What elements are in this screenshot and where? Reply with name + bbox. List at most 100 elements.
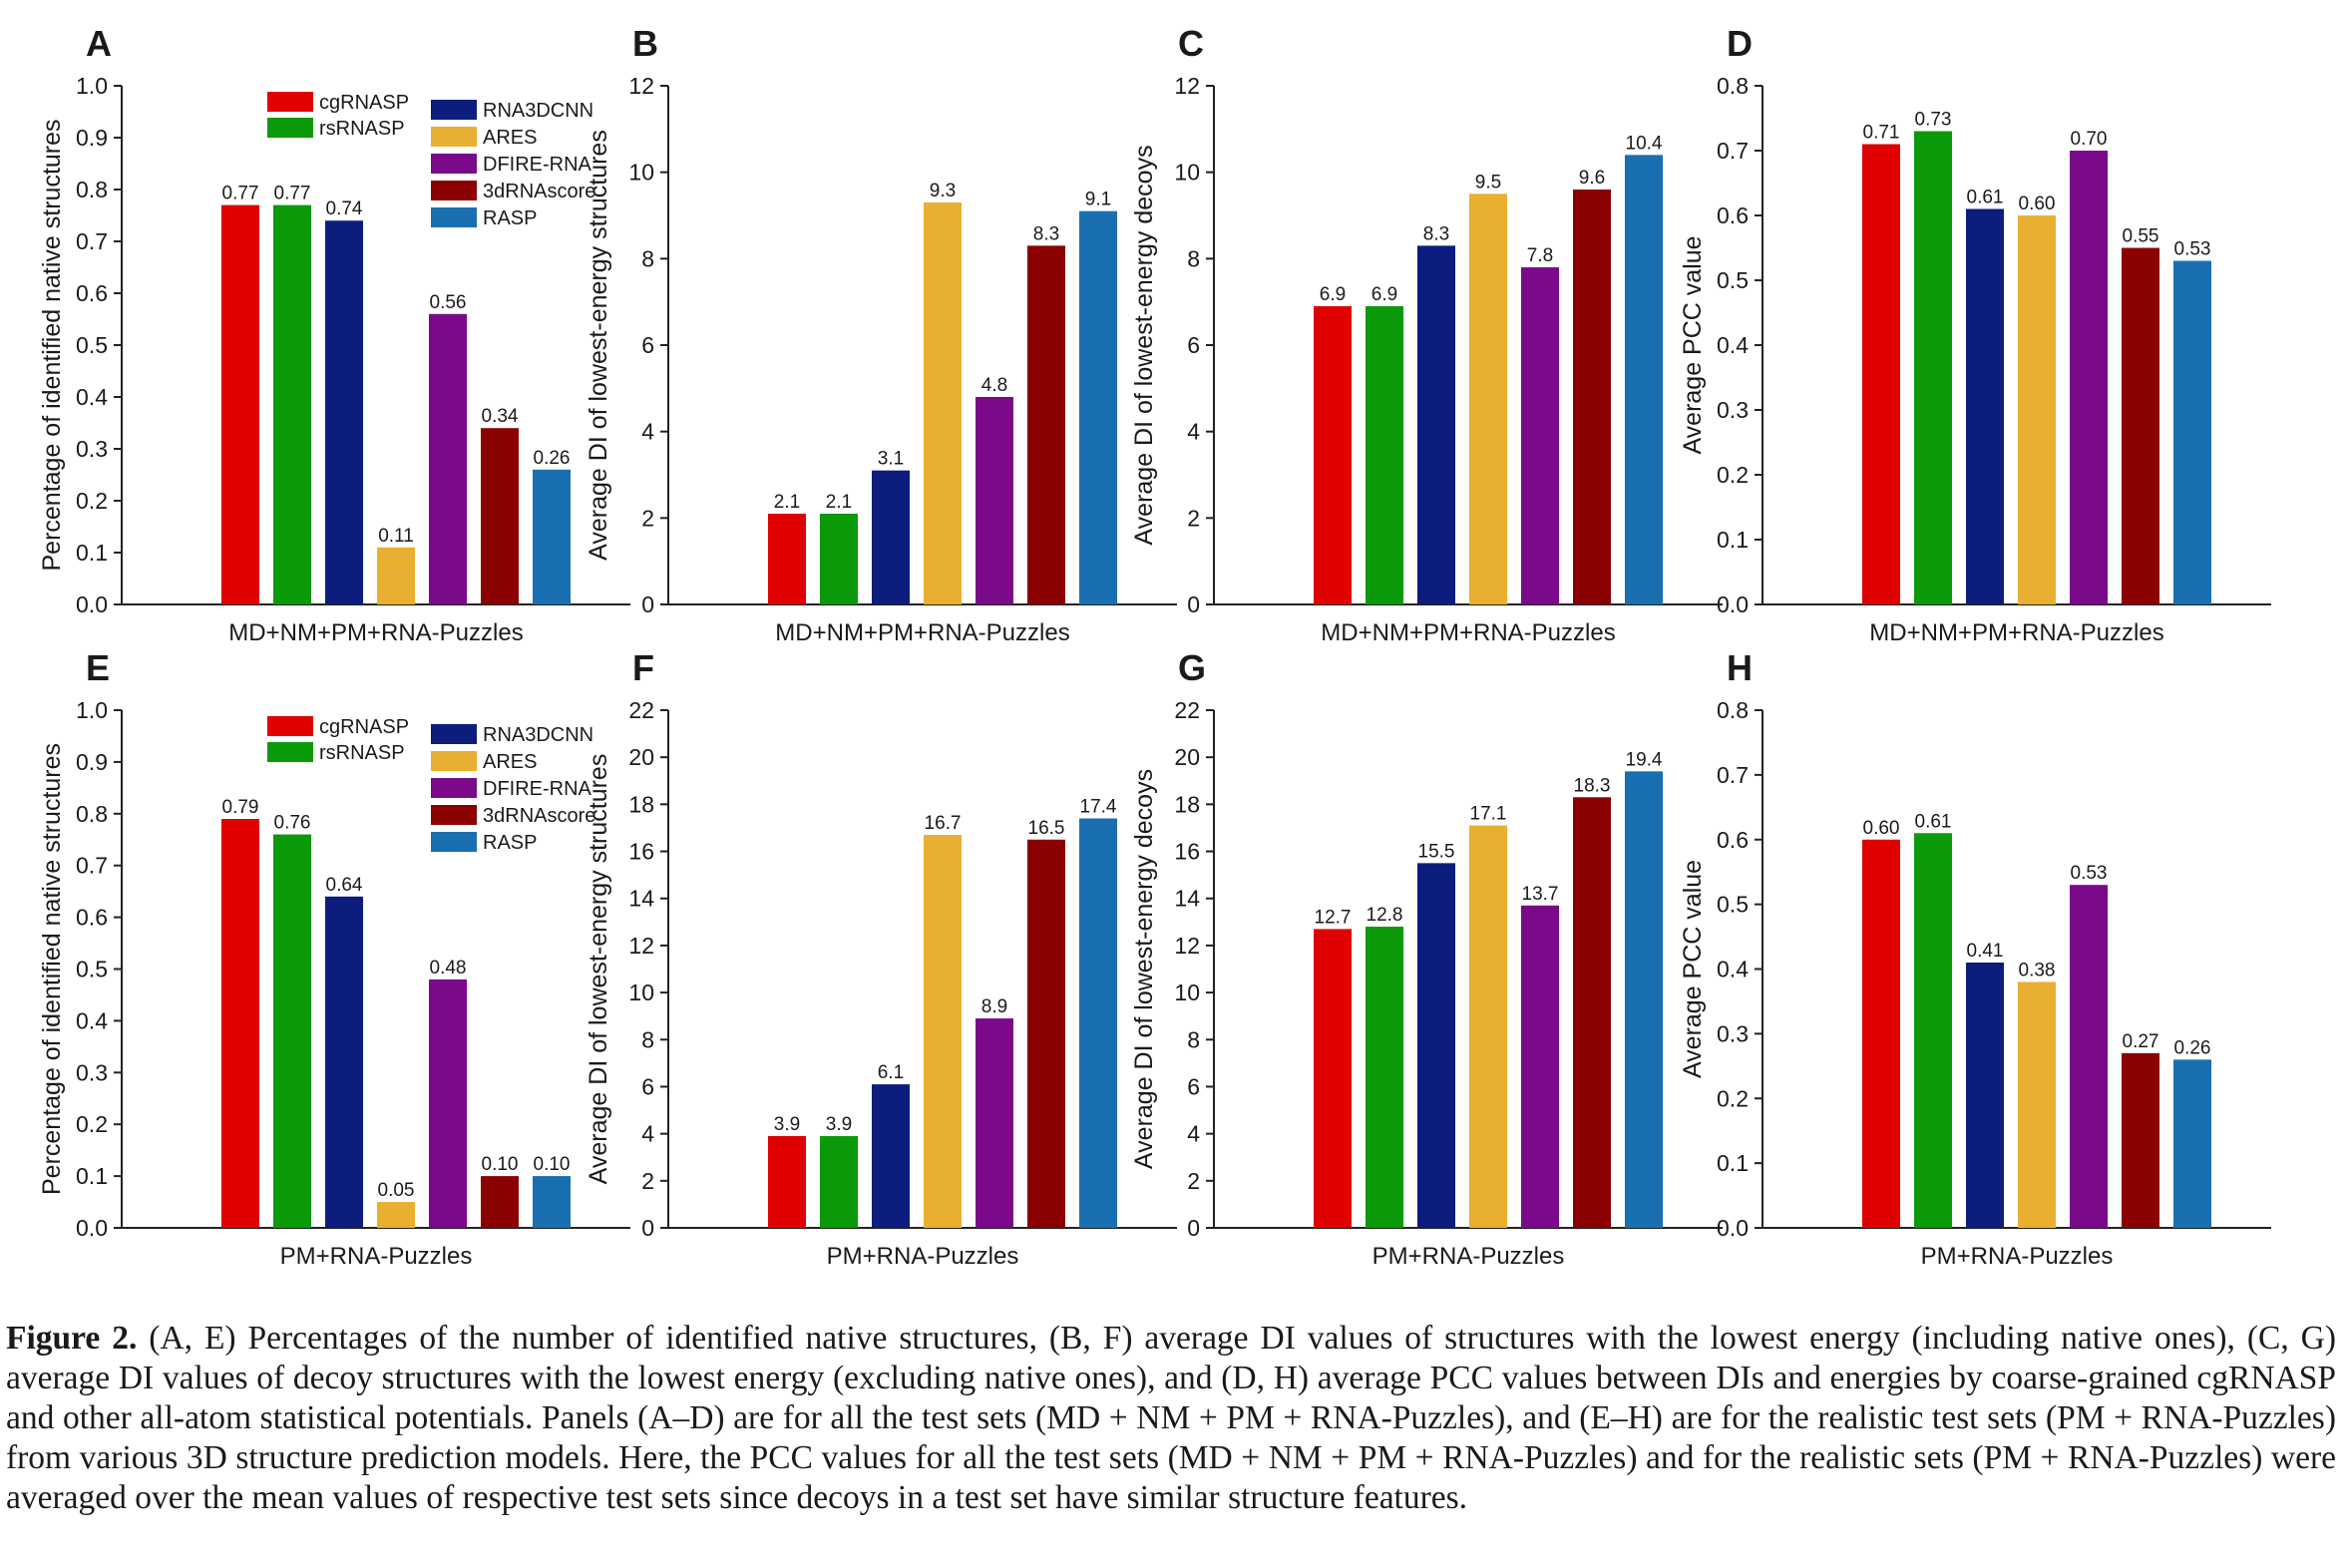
bar-rasp <box>533 469 571 604</box>
y-tick-label: 0.9 <box>76 749 108 775</box>
bar-value-label: 0.56 <box>430 292 467 313</box>
figure-panels: A 0.0 0.1 0.2 0.3 0.4 0.5 0.6 0.7 0.8 0.9 1.0 Percen… <box>38 23 2271 1270</box>
bar-cgrnasp <box>1314 929 1352 1228</box>
bar-value-label: 0.53 <box>2174 239 2211 260</box>
x-axis-label: PM+RNA-Puzzles <box>280 1243 473 1270</box>
bar-value-label: 19.4 <box>1626 749 1663 770</box>
panel-b: B 0 2 4 6 8 10 12 Average DI of lowest-energy st… <box>585 23 1177 646</box>
legend-label: rsRNASP <box>319 742 405 764</box>
bar-value-label: 0.53 <box>2071 863 2108 884</box>
panel-h: H 0.0 0.1 0.2 0.3 0.4 0.5 0.6 0.7 0.8 Average PCC … <box>1679 647 2271 1270</box>
bar-value-label: 0.79 <box>222 797 259 818</box>
bar-dfire-rna <box>1521 905 1559 1228</box>
y-tick-label: 10 <box>1174 980 1200 1005</box>
panel-letter: F <box>632 647 654 688</box>
y-tick-label: 6 <box>1187 332 1200 358</box>
bar-rasp <box>2173 260 2211 604</box>
y-tick-label: 0.0 <box>76 591 108 617</box>
bar-rasp <box>533 1176 571 1228</box>
bar-3drnascore <box>2122 1052 2159 1228</box>
legend: cgRNASP rsRNASP RNA3DCNN ARES DFIRE-RNA 3dRNA… <box>267 716 595 854</box>
bar-value-label: 0.60 <box>1863 818 1900 839</box>
bar-rasp <box>1625 771 1663 1228</box>
y-tick-label: 1.0 <box>76 697 108 723</box>
legend-swatch <box>431 778 477 798</box>
panel-letter: D <box>1727 23 1753 64</box>
y-tick-label: 8 <box>1187 1026 1200 1052</box>
y-tick-label: 10 <box>628 160 654 186</box>
bar-value-label: 10.4 <box>1626 133 1663 154</box>
bar-value-label: 0.60 <box>2019 194 2056 214</box>
bar-value-label: 0.10 <box>482 1154 519 1175</box>
bar-value-label: 8.3 <box>1423 223 1449 244</box>
bar-ares <box>2018 215 2056 604</box>
x-axis-label: MD+NM+PM+RNA-Puzzles <box>775 619 1069 646</box>
x-axis-label: MD+NM+PM+RNA-Puzzles <box>228 619 523 646</box>
bar-value-label: 0.76 <box>274 813 311 834</box>
y-tick-label: 14 <box>1174 886 1200 912</box>
y-tick-label: 18 <box>628 791 654 817</box>
y-tick-label: 0 <box>641 1215 654 1241</box>
bar-value-label: 4.8 <box>981 375 1007 396</box>
bar-value-label: 9.3 <box>930 181 956 201</box>
bar-value-label: 2.1 <box>774 492 800 513</box>
y-tick-label: 4 <box>1187 419 1200 445</box>
y-tick-label: 6 <box>641 332 654 358</box>
y-tick-label: 4 <box>1187 1121 1200 1147</box>
y-axis-label: Percentage of identified native structur… <box>38 743 66 1195</box>
legend-swatch <box>431 181 477 200</box>
panel-d: D 0.0 0.1 0.2 0.3 0.4 0.5 0.6 0.7 0.8 Average PCC … <box>1679 23 2271 646</box>
y-tick-label: 0.6 <box>1717 202 1749 228</box>
bar-3drnascore <box>1027 245 1065 605</box>
y-tick-label: 0.1 <box>76 540 108 566</box>
bar-value-label: 0.55 <box>2123 226 2159 247</box>
bar-value-label: 6.9 <box>1320 284 1346 305</box>
bar-rsrnasp <box>1914 131 1952 604</box>
y-axis-label: Average DI of lowest-energy structures <box>585 130 612 561</box>
legend-label: 3dRNAscore <box>483 181 595 202</box>
bar-rasp <box>1079 818 1117 1228</box>
bar-value-label: 16.7 <box>925 813 962 834</box>
bar-rsrnasp <box>1366 927 1403 1228</box>
bar-rna3dcnn <box>325 896 363 1228</box>
y-tick-label: 0.2 <box>76 1111 108 1137</box>
bar-cgrnasp <box>768 514 806 604</box>
bar-value-label: 3.9 <box>774 1114 800 1135</box>
bar-dfire-rna <box>2070 151 2108 604</box>
bar-value-label: 6.1 <box>878 1062 904 1083</box>
bar-3drnascore <box>1573 190 1611 604</box>
bar-value-label: 0.38 <box>2019 960 2056 980</box>
bar-value-label: 0.77 <box>274 184 311 204</box>
bar-value-label: 9.6 <box>1579 168 1605 189</box>
legend-label: 3dRNAscore <box>483 805 595 827</box>
y-tick-label: 0.8 <box>76 801 108 827</box>
bar-value-label: 3.9 <box>826 1114 852 1135</box>
bar-rsrnasp <box>273 834 311 1228</box>
bar-value-label: 8.3 <box>1033 223 1059 244</box>
bar-rsrnasp <box>1366 306 1403 604</box>
bar-value-label: 7.8 <box>1527 245 1553 266</box>
legend-swatch <box>267 716 313 736</box>
y-tick-label: 0.7 <box>76 228 108 254</box>
bar-value-label: 0.26 <box>534 448 571 469</box>
y-tick-label: 0 <box>1187 1215 1200 1241</box>
bar-dfire-rna <box>1521 267 1559 604</box>
panel-g: G 0 2 4 6 8 10 12 14 16 18 20 22 Average DI of lowest… <box>1130 647 1723 1270</box>
bar-cgrnasp <box>1862 839 1900 1228</box>
y-tick-label: 0.4 <box>76 384 108 410</box>
legend-label: RASP <box>483 832 537 854</box>
y-axis-label: Average PCC value <box>1679 860 1707 1078</box>
bar-dfire-rna <box>976 397 1013 604</box>
bar-dfire-rna <box>976 1018 1013 1228</box>
y-tick-label: 2 <box>641 505 654 531</box>
panel-letter: A <box>86 23 112 64</box>
bar-value-label: 2.1 <box>826 492 852 513</box>
bar-rna3dcnn <box>325 220 363 604</box>
bar-value-label: 0.27 <box>2123 1031 2159 1052</box>
caption-label: Figure 2. <box>6 1320 138 1357</box>
bar-value-label: 0.05 <box>378 1180 415 1201</box>
y-tick-label: 10 <box>628 980 654 1005</box>
bar-value-label: 3.1 <box>878 449 904 470</box>
y-tick-label: 0.1 <box>1717 527 1749 553</box>
panel-e: E 0.0 0.1 0.2 0.3 0.4 0.5 0.6 0.7 0.8 0.9 1.0 Percen… <box>38 647 630 1270</box>
